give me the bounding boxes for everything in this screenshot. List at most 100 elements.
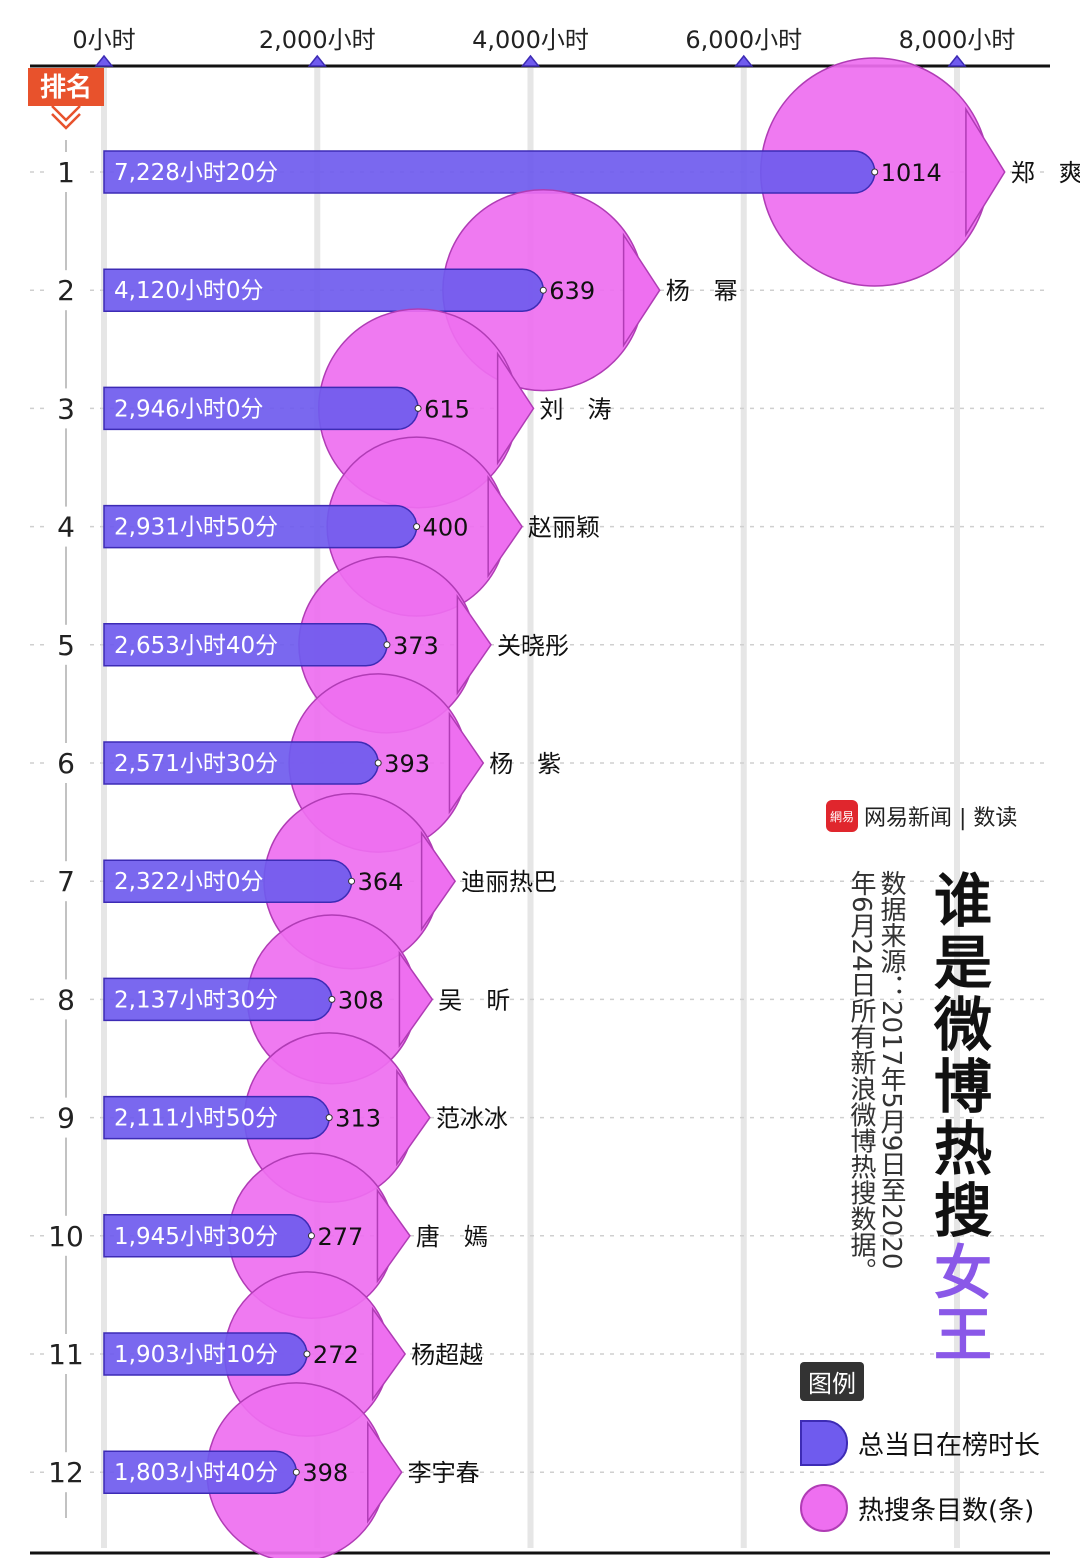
person-name: 郑 爽 [1011,159,1080,187]
title-char: 热 [933,1115,992,1183]
rank-bg [44,624,88,665]
axis-tick-label: 6,000小时 [685,26,802,54]
rank-number: 7 [57,865,75,898]
bar-end-dot [414,404,422,412]
bar-end-dot [374,759,382,767]
count-label: 277 [317,1223,363,1251]
bar-rows: 1 7,228小时20分 1014 郑 爽 2 4,120小时0分 639 杨 幂 3 2,946… [44,57,1080,1558]
bar-row: 8 2,137小时30分 308 吴 昕 [44,914,510,1085]
bar-row: 12 1,803小时40分 398 李宇春 [44,1382,480,1558]
count-label: 373 [393,632,439,660]
person-name: 杨 紫 [489,750,561,778]
axis-tick-marker [947,54,967,67]
legend-item-bar: 总当日在榜时长 [800,1420,1040,1466]
rank-badge [28,68,104,106]
title-highlight-char: 王 [933,1301,992,1369]
title-highlight-char: 女 [933,1239,992,1307]
rank-number: 4 [57,511,75,544]
count-bubble-tip [367,1420,403,1524]
person-name: 迪丽热巴 [461,868,557,896]
person-name: 吴 昕 [438,986,510,1014]
bar-duration-label: 1,803小时40分 [114,1460,278,1486]
person-name: 刘 涛 [540,395,612,423]
axis-tick-marker [734,54,754,67]
bar-end-dot [325,1114,333,1122]
title-char: 谁 [933,867,992,935]
rank-bg [44,1215,88,1256]
axis-tick-label: 0小时 [72,26,135,54]
count-bubble-tip [622,232,661,348]
axis-tick-label: 2,000小时 [259,26,376,54]
count-label: 364 [358,868,404,896]
top-axis: 0小时 2,000小时 4,000小时 6,000小时 8,000小时 [30,26,1050,1555]
person-name: 李宇春 [408,1459,480,1487]
legend-bubble-label: 热搜条目数(条) [858,1495,1035,1526]
person-name: 范冰冰 [436,1105,508,1133]
count-bubble-tip [376,1188,411,1284]
axis-tick-label: 8,000小时 [899,26,1016,54]
bar-end-dot [307,1232,315,1240]
rank-number: 11 [48,1338,84,1371]
rank-bg [44,270,88,311]
title-char: 搜 [933,1177,992,1245]
bar-duration-label: 2,653小时40分 [114,633,278,659]
bar-end-dot [348,877,356,885]
bar-duration-label: 2,322小时0分 [114,869,263,895]
count-label: 398 [302,1459,348,1487]
bar-duration-label: 4,120小时0分 [114,278,263,304]
title-char: 博 [933,1053,992,1121]
bar-end-dot [328,995,336,1003]
count-bubble-tip [398,950,434,1049]
bar-row: 4 2,931小时50分 400 赵丽颖 [44,436,600,617]
bar-end-dot [383,641,391,649]
brand-name: 网易新闻 | 数读 [864,806,1018,831]
rank-number: 6 [57,747,75,780]
rank-bg [44,388,88,429]
bar-duration-label: 2,571小时30分 [114,751,278,777]
rank-header: 排名 [28,68,104,130]
rank-number: 10 [48,1220,84,1253]
legend-title: 图例 [800,1362,864,1401]
rank-header-label: 排名 [40,72,92,103]
count-bubble-tip [487,474,523,579]
bar-row: 5 2,653小时40分 373 关晓彤 [44,556,569,734]
count-bubble-tip [420,830,457,932]
count-label: 1014 [881,159,942,187]
count-bubble-tip [456,593,492,696]
bar-row: 10 1,945小时30分 277 唐 嫣 [44,1152,488,1320]
axis-tick-marker [520,54,541,67]
count-label: 615 [424,395,470,423]
count-label: 393 [384,750,430,778]
legend-item-bubble: 热搜条目数(条) [800,1484,1034,1532]
legend-bar-label: 总当日在榜时长 [858,1430,1041,1461]
rank-chevron-icon [51,113,81,130]
bar-end-dot [303,1350,311,1358]
brand: 網易 网易新闻 | 数读 [826,800,1017,832]
rank-number: 8 [57,983,75,1016]
axis-tick-marker [94,54,114,67]
person-name: 杨 幂 [666,277,738,305]
count-bubble-tip [396,1068,431,1167]
count-label: 308 [338,986,384,1014]
rank-bg [44,1334,88,1374]
bar-end-dot [539,286,547,294]
rank-chevron-icon [51,105,81,122]
bar-duration-label: 2,137小时30分 [114,987,278,1013]
rank-number: 5 [57,629,75,662]
rank-number: 12 [48,1456,84,1489]
count-label: 639 [549,277,595,305]
bar-row: 2 4,120小时0分 639 杨 幂 [44,189,738,392]
axis-tick-label: 4,000小时 [472,26,589,54]
rank-bg [44,152,88,192]
bar-duration-label: 7,228小时20分 [114,160,278,186]
bar-duration-label: 1,945小时30分 [114,1224,278,1250]
rank-number: 3 [57,392,75,425]
bar-end-dot [292,1468,300,1476]
rank-number: 2 [57,274,75,307]
legend-bubble-swatch [800,1484,848,1532]
rank-bg [44,979,88,1020]
person-name: 唐 嫣 [416,1223,488,1251]
count-label: 272 [313,1341,359,1369]
count-bubble-tip [965,106,1006,238]
